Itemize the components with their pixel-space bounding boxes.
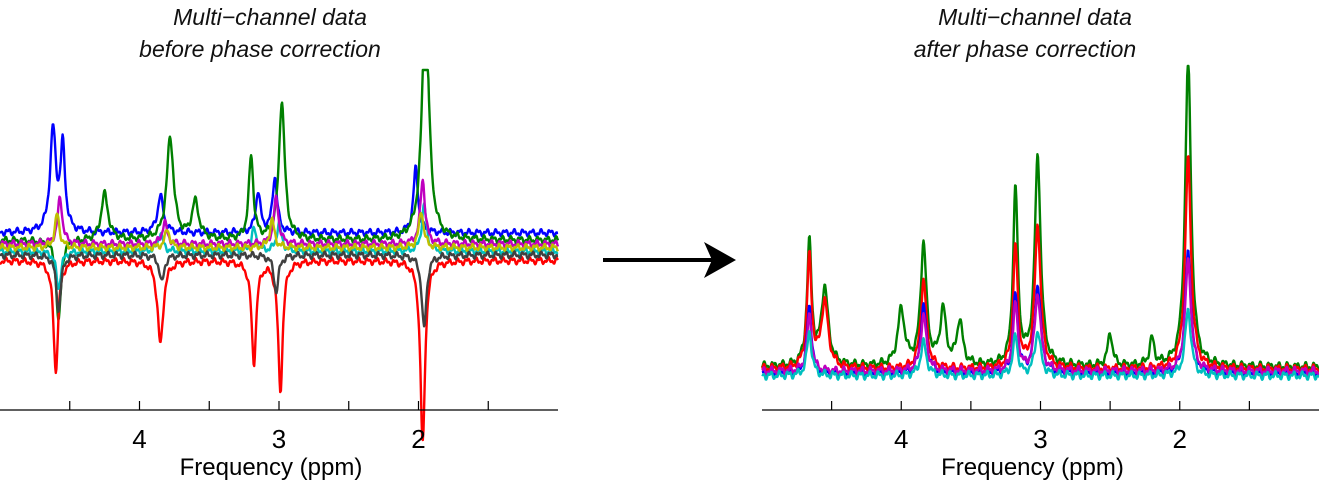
series-line-5 [0, 211, 560, 253]
series-line-1 [0, 68, 560, 322]
x-tick-label: 3 [1033, 424, 1047, 454]
x-tick-label: 4 [132, 424, 146, 454]
x-tick-label: 4 [894, 424, 908, 454]
series-line-2 [0, 255, 559, 442]
series-line-4 [761, 307, 1319, 381]
chart-title-line-2: after phase correction [913, 36, 1137, 62]
series-line-1 [760, 155, 1319, 375]
chart-left: 4 3 2 Frequency (ppm) [0, 68, 560, 481]
x-axis-label: Frequency (ppm) [941, 454, 1124, 481]
x-tick-label: 2 [411, 424, 425, 454]
x-tick-label: 3 [272, 424, 286, 454]
series-line-0 [760, 64, 1319, 372]
chart-title-line-1: Multi−channel data [173, 4, 367, 30]
x-axis-label: Frequency (ppm) [180, 454, 363, 481]
series-line-6 [0, 250, 559, 328]
chart-title-line-1: Multi−channel data [938, 4, 1132, 30]
series-line-4 [0, 178, 560, 249]
right-arrow-icon [603, 242, 736, 278]
x-tick-label: 2 [1173, 424, 1187, 454]
series-line-3 [761, 257, 1319, 377]
chart-right: 4 3 2 Frequency (ppm) [760, 64, 1319, 481]
chart-title-line-2: before phase correction [139, 36, 381, 62]
